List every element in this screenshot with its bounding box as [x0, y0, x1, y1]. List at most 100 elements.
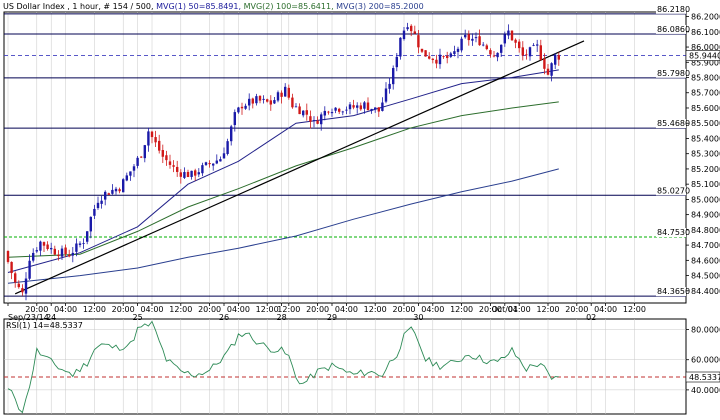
candle-body: [305, 110, 308, 115]
horizontal-levels: [4, 13, 686, 297]
candle: [442, 55, 445, 59]
candle: [122, 178, 125, 193]
candle: [449, 51, 452, 59]
candle-body: [410, 25, 413, 32]
candle: [50, 242, 53, 254]
candle-body: [327, 111, 330, 113]
candle: [96, 196, 100, 210]
level-label-bg: [656, 4, 686, 14]
time-tick-label: Oct/01: [491, 305, 518, 314]
level-label-bg: [656, 287, 686, 297]
candle-body: [183, 172, 186, 178]
candle: [233, 109, 236, 132]
candle: [219, 156, 222, 162]
candle: [557, 52, 560, 66]
candle-body: [302, 110, 305, 116]
candle: [460, 36, 463, 53]
trendline: [14, 40, 585, 295]
candle: [284, 83, 287, 97]
candle-body: [280, 92, 283, 97]
candle: [474, 32, 478, 43]
candle: [230, 124, 233, 146]
candle-body: [449, 53, 452, 57]
candle-body: [536, 44, 539, 46]
candle-body: [6, 251, 10, 262]
candle: [240, 102, 244, 115]
candle-body: [330, 112, 334, 114]
price-tick-label: 84.7000: [691, 241, 720, 250]
candle: [510, 30, 514, 42]
candle: [464, 29, 467, 39]
candle-body: [258, 95, 262, 101]
candle: [269, 95, 272, 111]
time-tick-label: 28: [277, 313, 287, 322]
candle-body: [348, 104, 352, 110]
candle: [359, 102, 362, 111]
candle-body: [482, 44, 485, 46]
price-tick-label: 84.6000: [691, 256, 720, 265]
candle-body: [172, 165, 175, 167]
candle: [147, 127, 150, 152]
rsi-tick-label: 60.0000: [691, 356, 720, 365]
candle-body: [435, 59, 438, 64]
time-tick-label: 04:00: [140, 305, 163, 314]
candle: [201, 162, 204, 177]
candle: [6, 250, 10, 264]
time-tick-label: 12:00: [169, 305, 192, 314]
candle-body: [107, 193, 110, 195]
time-tick-label: 20:00: [306, 305, 329, 314]
candle-body: [53, 248, 56, 255]
candle-body: [186, 171, 190, 178]
candle: [525, 49, 528, 60]
candle: [413, 25, 416, 35]
candle-body: [222, 153, 226, 159]
candle-body: [532, 44, 535, 46]
candle: [496, 52, 499, 62]
price-tick-label: 85.2000: [691, 165, 720, 174]
candle-body: [356, 105, 359, 108]
price-tick-label: 84.4000: [691, 287, 720, 296]
candle: [64, 244, 67, 258]
candle-body: [489, 50, 492, 55]
candle-body: [114, 188, 118, 192]
price-tick-label: 85.6000: [691, 104, 720, 113]
candle: [546, 64, 550, 76]
candle: [258, 95, 262, 104]
candle: [348, 101, 352, 115]
candle: [136, 155, 139, 169]
candle-body: [21, 288, 24, 293]
candle: [244, 103, 247, 110]
candle-body: [384, 88, 388, 102]
candle: [352, 99, 355, 110]
candle: [28, 254, 31, 281]
candle: [341, 110, 344, 116]
candle: [309, 110, 312, 129]
moving-average-line: [7, 101, 559, 258]
candle: [107, 192, 110, 195]
candle-body: [366, 102, 370, 111]
candle: [334, 107, 337, 114]
time-tick-label: 20:00: [565, 305, 588, 314]
candle: [539, 39, 542, 61]
candle: [471, 33, 474, 46]
price-tick-label: 84.8000: [691, 226, 720, 235]
time-tick-label: 04:00: [227, 305, 250, 314]
candle: [222, 147, 226, 159]
time-tick-label: 25: [133, 313, 143, 322]
candle-body: [528, 47, 532, 57]
time-tick-label: 12:00: [83, 305, 106, 314]
candle: [161, 144, 164, 164]
candle-body: [500, 44, 503, 53]
time-tick-label: 04:00: [594, 305, 617, 314]
time-tick-label: 04:00: [54, 305, 77, 314]
time-tick-label: 02: [586, 313, 596, 322]
candle: [82, 238, 85, 249]
rsi-axis: 80.0000 60.0000 40.0000 48.5337: [685, 326, 720, 395]
rsi-current-label: 48.5337: [689, 373, 720, 382]
trendline-layer: [14, 40, 585, 295]
candle-body: [370, 108, 373, 111]
candle-body: [24, 278, 28, 294]
candle-body: [71, 252, 74, 256]
candle-body: [158, 140, 161, 151]
